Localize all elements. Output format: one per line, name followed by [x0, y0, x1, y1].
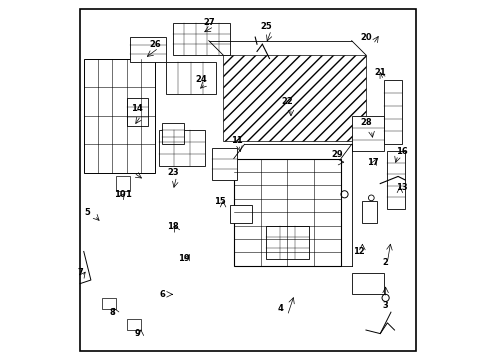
Text: 3: 3 — [382, 301, 387, 310]
Bar — [116, 176, 130, 191]
Text: 2: 2 — [382, 258, 388, 267]
Text: 1: 1 — [125, 190, 131, 199]
Bar — [83, 59, 155, 173]
Text: 20: 20 — [359, 33, 371, 42]
Bar — [159, 130, 205, 166]
Bar — [173, 23, 230, 55]
Text: 28: 28 — [359, 118, 371, 127]
Bar — [126, 319, 141, 330]
Text: 26: 26 — [149, 40, 161, 49]
Text: 13: 13 — [395, 183, 407, 192]
Text: 11: 11 — [231, 136, 243, 145]
Text: 27: 27 — [203, 18, 214, 27]
Text: 4: 4 — [277, 304, 283, 313]
Text: 5: 5 — [84, 208, 90, 217]
Text: 18: 18 — [167, 222, 179, 231]
Text: 10: 10 — [113, 190, 125, 199]
Bar — [265, 226, 308, 258]
Text: 12: 12 — [352, 247, 364, 256]
Bar — [362, 202, 376, 223]
Bar — [162, 123, 183, 144]
Text: 15: 15 — [213, 197, 225, 206]
Bar — [351, 116, 383, 152]
Text: 24: 24 — [195, 76, 207, 85]
Bar — [212, 148, 237, 180]
Text: 8: 8 — [109, 308, 115, 317]
Text: 9: 9 — [134, 329, 140, 338]
Bar — [386, 152, 405, 208]
Bar — [165, 62, 216, 94]
Text: 16: 16 — [395, 147, 407, 156]
Bar — [102, 298, 116, 309]
Bar — [130, 37, 165, 62]
Text: 6: 6 — [159, 290, 165, 299]
Bar — [230, 205, 251, 223]
Text: 21: 21 — [374, 68, 386, 77]
Text: 25: 25 — [260, 22, 271, 31]
Bar — [383, 80, 401, 144]
Text: 17: 17 — [366, 158, 378, 167]
Bar — [126, 98, 148, 126]
Bar — [223, 55, 365, 141]
Text: 7: 7 — [77, 268, 83, 277]
Text: 19: 19 — [178, 254, 189, 263]
Bar — [233, 158, 340, 266]
Text: 23: 23 — [167, 168, 179, 177]
Text: 22: 22 — [281, 97, 293, 106]
Text: 29: 29 — [331, 150, 343, 159]
Text: 14: 14 — [131, 104, 143, 113]
Bar — [351, 273, 383, 294]
